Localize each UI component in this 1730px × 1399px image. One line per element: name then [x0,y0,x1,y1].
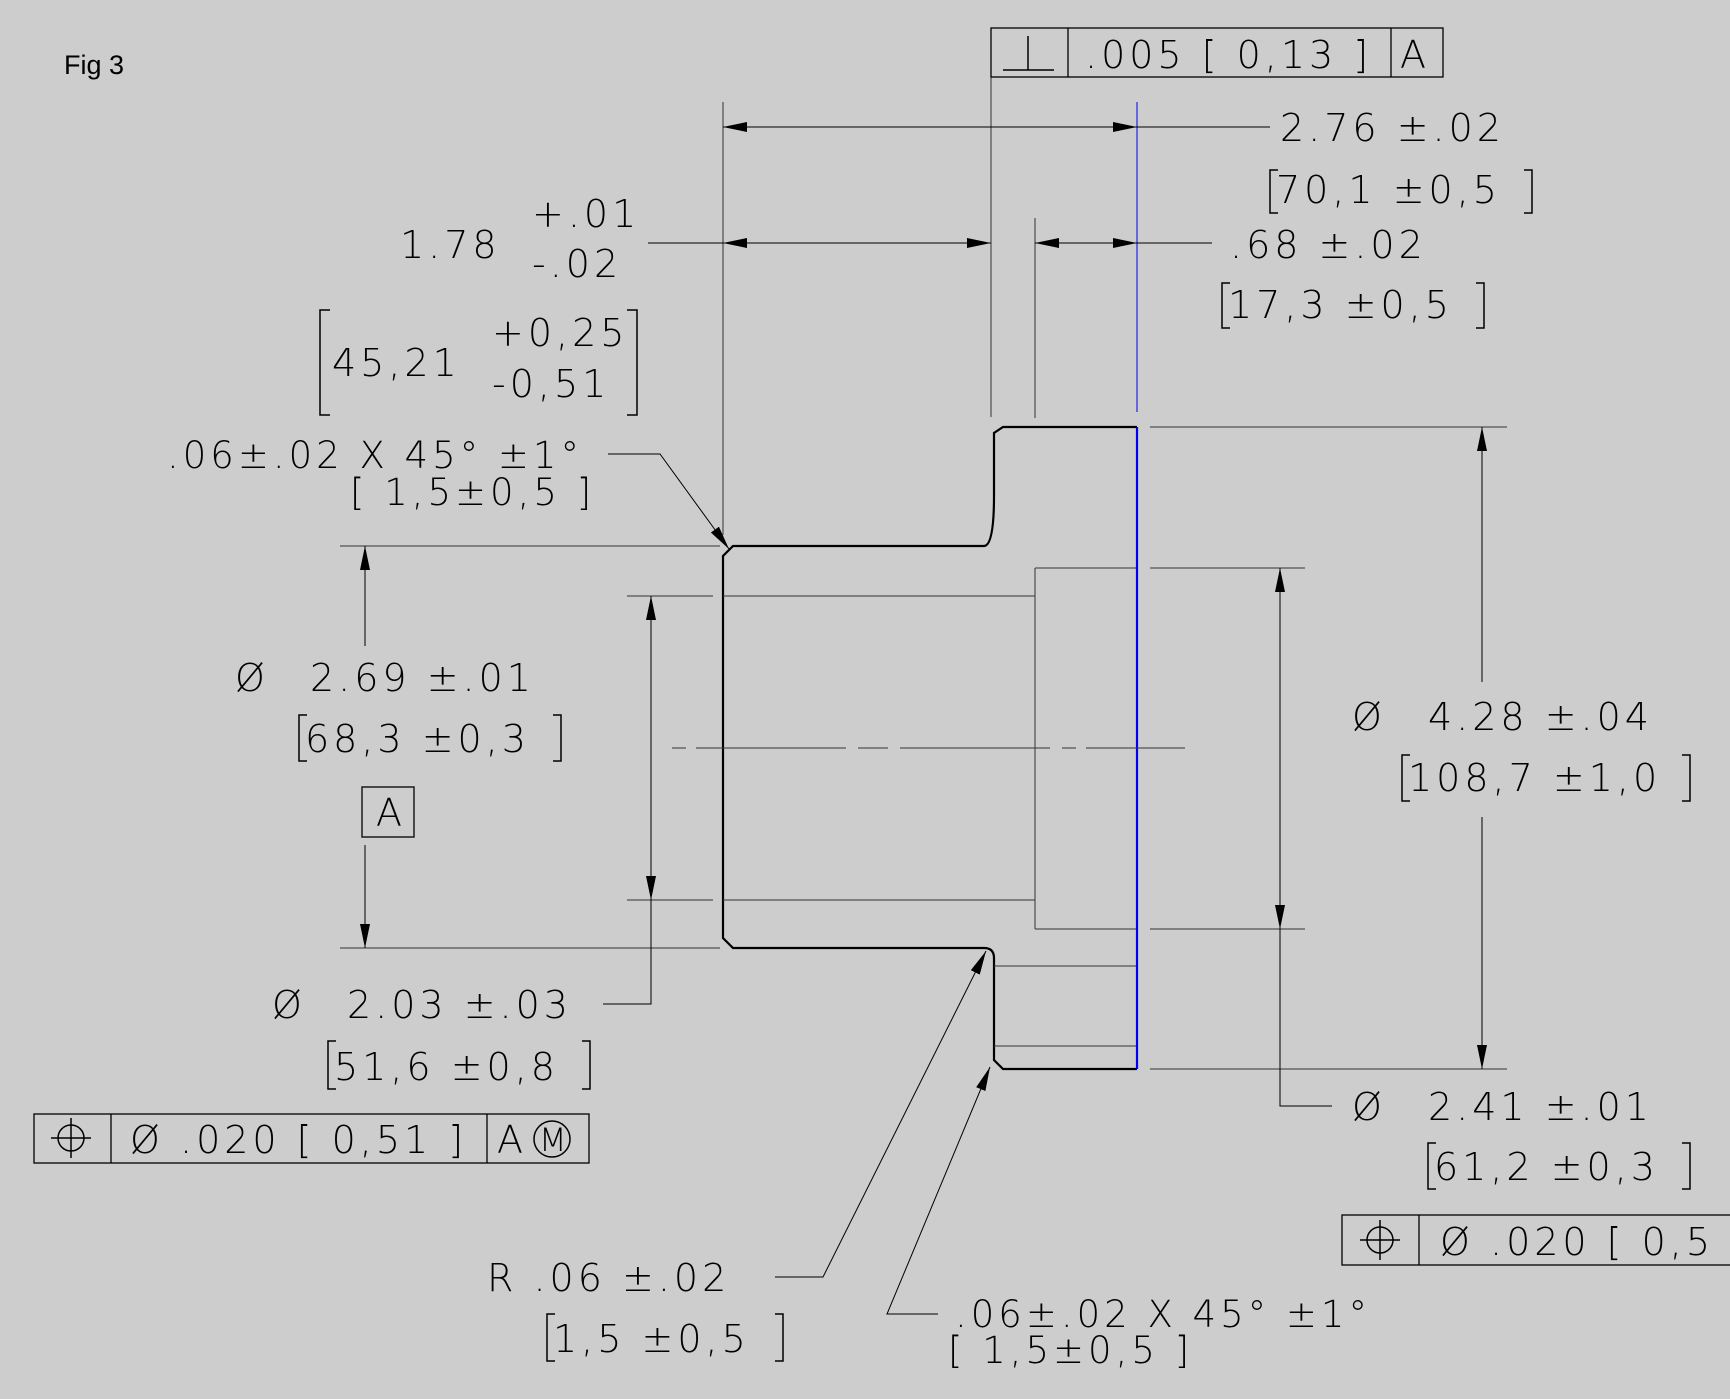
dims-counterbore-dia-metric: 61,2 ±0,3 [1434,1145,1659,1189]
dims-bore-dia-value: 2.03 ±.03 [347,983,572,1027]
shaft-length-metric: 45,21 +0,25 -0,51 [319,309,638,416]
bore-dia-metric: 51,6 ±0,8 [327,1040,591,1090]
diameter-icon: Ø [235,656,269,700]
dims-fillet-radius-metric: 1,5 ±0,5 [553,1317,750,1361]
extension-lines [340,58,1507,1070]
position-icon [1360,1220,1400,1260]
right-feature-control-frame: Ø .020 [ 0,5 [1341,1214,1730,1266]
left-fcf-modifier: M [539,1121,567,1159]
dims-shaft-length-metric-upper: +0,25 [492,311,628,355]
dims-flange-dia-value: 4.28 ±.04 [1428,695,1653,739]
datum-a-feature: A [361,786,415,838]
right-fcf-tolerance: Ø .020 [ 0,5 [1440,1220,1714,1264]
fillet-radius-metric: 1,5 ±0,5 [546,1313,784,1362]
mmc-modifier-icon [533,1120,571,1158]
figure-label: Fig 3 [64,50,125,80]
dims-bore-dia-metric: 51,6 ±0,8 [334,1045,559,1089]
flange-thickness-metric: 17,3 ±0,5 [1221,282,1485,329]
top-chamfer-leader [608,453,730,550]
fillet-radius-leader [775,950,987,1278]
shaft-dia-label: Ø 2.69 ±.01 [235,656,535,700]
shaft-dia-metric: 68,3 ±0,3 [298,714,562,762]
position-icon [51,1118,91,1158]
shaft-length-nominal: 1.78 [400,223,501,267]
fillet-radius-value: R .06 ±.02 [487,1256,730,1300]
top-chamfer-value: .06±.02 X 45° ±1° [167,434,583,477]
bottom-chamfer-value: .06±.02 X 45° ±1° [955,1293,1371,1336]
left-fcf-tolerance: Ø .020 [ 0,51 ] [130,1118,467,1162]
top-feature-control-frame: .005 [ 0,13 ] A [990,27,1444,78]
part-outline [721,425,1137,1071]
dims-flange-dia-metric: 108,7 ±1,0 [1408,756,1661,800]
diameter-icon: Ø [272,983,306,1027]
dims-counterbore-dia-value: 2.41 ±.01 [1428,1085,1653,1129]
dimension-lines [360,122,1487,1107]
shaft-length-lower-tol: -.02 [532,242,622,286]
top-chamfer-metric: [ 1,5±0,5 ] [350,471,595,514]
overall-length-metric: 70,1 ±0,5 [1269,168,1533,214]
dims-shaft-length-metric-nominal: 45,21 [332,341,461,385]
dims-shaft-dia-value: 2.69 ±.01 [310,656,535,700]
bottom-chamfer-leader [886,1066,991,1315]
perpendicularity-icon [1003,36,1054,71]
leader-lines [608,453,991,1315]
dims-flange-thickness-metric: 17,3 ±0,5 [1228,283,1453,327]
diameter-icon: Ø [1352,695,1386,739]
part-hidden-lines [723,567,1137,1047]
shaft-length-upper-tol: +.01 [532,192,640,236]
dims-shaft-dia-metric: 68,3 ±0,3 [305,717,530,761]
top-fcf-datum: A [1400,33,1430,77]
bore-dia-label: Ø 2.03 ±.03 [272,983,572,1027]
top-fcf-tolerance: .005 [ 0,13 ] [1085,33,1372,77]
flange-dia-label: Ø 4.28 ±.04 [1352,695,1653,739]
flange-dia-metric: 108,7 ±1,0 [1401,754,1691,802]
counterbore-dia-metric: 61,2 ±0,3 [1427,1142,1691,1190]
flange-thickness-value: .68 ±.02 [1230,223,1427,267]
dims-overall-length-metric: 70,1 ±0,5 [1276,168,1501,212]
left-fcf-datum: A [497,1118,527,1162]
left-feature-control-frame: Ø .020 [ 0,51 ] A M [33,1113,590,1164]
diameter-icon: Ø [1352,1085,1386,1129]
dims-shaft-length-metric-lower: -0,51 [492,362,610,406]
overall-length-value: 2.76 ±.02 [1280,106,1505,150]
bottom-chamfer-metric: [ 1,5±0,5 ] [948,1329,1193,1372]
counterbore-dia-label: Ø 2.41 ±.01 [1352,1085,1653,1129]
dims-datum-a: A [376,791,406,835]
